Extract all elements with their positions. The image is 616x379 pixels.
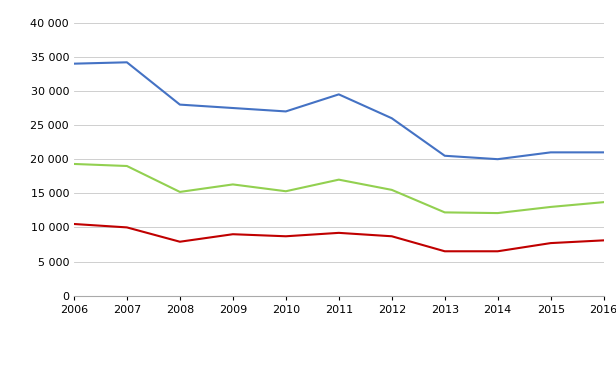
Municipality of residence among ten biggest municipalities xyxy=(176,190,184,194)
Line: Municipality of residence among ten biggest municipalities: Municipality of residence among ten bigg… xyxy=(74,164,604,213)
Municipality of residence in the Helsinki region xyxy=(70,222,78,226)
Municipality of residence among ten biggest municipalities xyxy=(441,210,448,215)
Municipality of residence among ten biggest municipalities xyxy=(335,177,342,182)
First-time homebuyers, total xyxy=(123,60,131,64)
Municipality of residence in the Helsinki region xyxy=(123,225,131,230)
First-time homebuyers, total xyxy=(494,157,501,161)
Municipality of residence in the Helsinki region xyxy=(229,232,237,236)
Municipality of residence among ten biggest municipalities xyxy=(494,211,501,215)
First-time homebuyers, total xyxy=(441,153,448,158)
First-time homebuyers, total xyxy=(600,150,607,155)
Municipality of residence among ten biggest municipalities xyxy=(282,189,290,194)
Municipality of residence among ten biggest municipalities xyxy=(388,188,395,192)
Municipality of residence in the Helsinki region xyxy=(388,234,395,238)
First-time homebuyers, total xyxy=(335,92,342,97)
Municipality of residence among ten biggest municipalities xyxy=(229,182,237,187)
First-time homebuyers, total xyxy=(282,109,290,114)
First-time homebuyers, total xyxy=(388,116,395,121)
Municipality of residence among ten biggest municipalities xyxy=(547,205,554,209)
Line: First-time homebuyers, total: First-time homebuyers, total xyxy=(74,62,604,159)
Municipality of residence in the Helsinki region xyxy=(600,238,607,243)
Municipality of residence in the Helsinki region xyxy=(335,230,342,235)
Municipality of residence in the Helsinki region xyxy=(441,249,448,254)
Line: Municipality of residence in the Helsinki region: Municipality of residence in the Helsink… xyxy=(74,224,604,251)
Municipality of residence among ten biggest municipalities xyxy=(600,200,607,204)
Municipality of residence in the Helsinki region xyxy=(282,234,290,238)
First-time homebuyers, total xyxy=(547,150,554,155)
Municipality of residence in the Helsinki region xyxy=(494,249,501,254)
First-time homebuyers, total xyxy=(70,61,78,66)
Municipality of residence in the Helsinki region xyxy=(547,241,554,245)
Municipality of residence among ten biggest municipalities xyxy=(70,162,78,166)
Municipality of residence in the Helsinki region xyxy=(176,240,184,244)
First-time homebuyers, total xyxy=(176,102,184,107)
First-time homebuyers, total xyxy=(229,106,237,110)
Municipality of residence among ten biggest municipalities xyxy=(123,164,131,168)
